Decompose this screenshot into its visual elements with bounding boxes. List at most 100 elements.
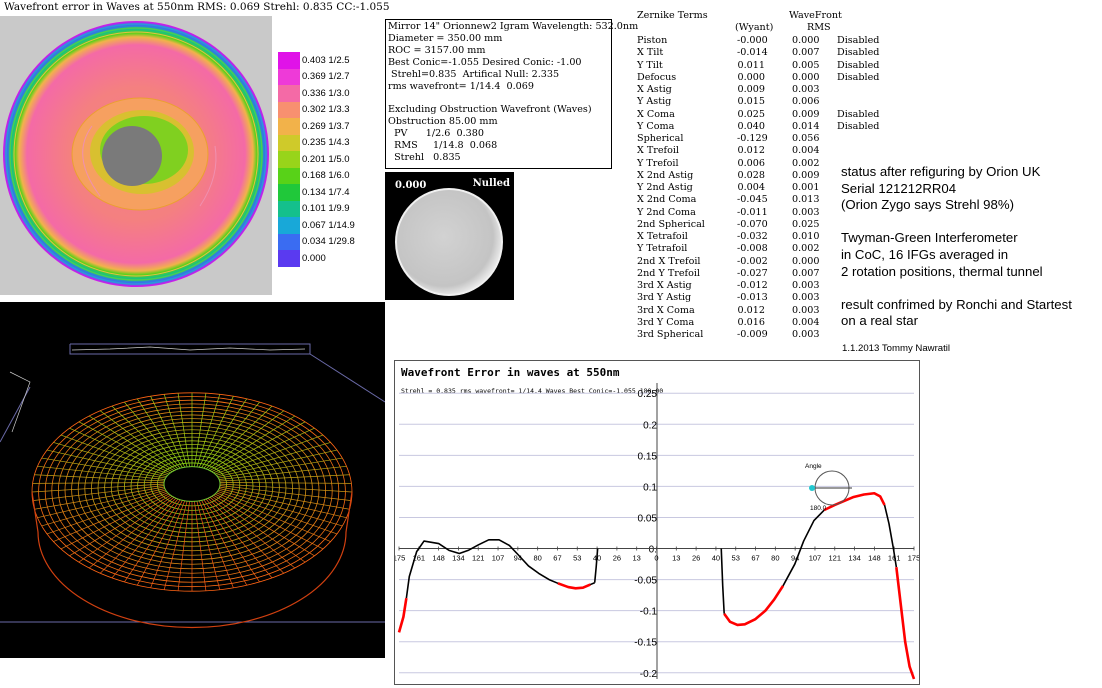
profile-series-line bbox=[720, 548, 725, 614]
mesh-spoke bbox=[53, 442, 168, 476]
wavefront-profile-graph[interactable]: Wavefront Error in waves at 550nm Strehl … bbox=[393, 360, 921, 685]
mesh-spoke bbox=[211, 421, 306, 473]
info-line: RMS 1/14.8 0.068 bbox=[388, 140, 498, 152]
scale-label: 0.034 1/29.8 bbox=[302, 236, 355, 248]
mesh-spoke bbox=[218, 457, 343, 479]
info-line: Diameter = 350.00 mm bbox=[388, 32, 503, 44]
nulled-mirror-image bbox=[395, 188, 503, 296]
zernike-term-name: X Tetrafoil bbox=[637, 231, 688, 242]
mesh-spoke bbox=[111, 498, 179, 579]
mesh-spoke bbox=[213, 427, 315, 474]
profile-graph-canvas: Wavefront Error in waves at 550nm Strehl … bbox=[393, 366, 921, 680]
mesh-spoke bbox=[218, 488, 347, 519]
zernike-term-name: Y Tilt bbox=[637, 59, 663, 71]
mesh-spoke bbox=[100, 410, 177, 471]
zernike-wyant-value: -0.009 bbox=[737, 329, 768, 340]
mesh-spoke bbox=[150, 500, 186, 588]
chart-subtitle: Strehl = 0.835 rms wavefront= 1/14.4 Wav… bbox=[401, 387, 663, 395]
zernike-rms-value: 0.010 bbox=[792, 231, 820, 242]
angle-widget-handle bbox=[809, 485, 815, 491]
profile-series-line bbox=[782, 509, 825, 587]
x-tick-label: 67 bbox=[751, 554, 759, 563]
zernike-rms-value: 0.003 bbox=[792, 304, 820, 316]
contour-line bbox=[9, 27, 263, 281]
scale-label: 0.369 1/2.7 bbox=[302, 71, 350, 83]
zernike-wyant-value: 0.015 bbox=[737, 96, 765, 108]
angle-widget-value: 180.0 bbox=[810, 505, 827, 512]
x-tick-label: 0 bbox=[654, 554, 658, 563]
scale-row: 0.235 1/4.3 bbox=[278, 134, 350, 151]
mesh-spoke bbox=[60, 493, 170, 550]
mesh-spoke bbox=[207, 497, 285, 574]
wavefront-contour-map[interactable] bbox=[0, 16, 272, 295]
mesh-spoke bbox=[46, 449, 167, 478]
zernike-header-name: Zernike Terms bbox=[637, 10, 708, 21]
mesh-spoke bbox=[194, 393, 207, 467]
x-tick-label: 121 bbox=[829, 554, 842, 563]
nulled-label: Nulled bbox=[472, 178, 510, 189]
y-tick-label: 0.05 bbox=[638, 513, 658, 524]
mesh-rim bbox=[31, 491, 353, 629]
x-tick-label: 161 bbox=[413, 554, 426, 563]
mesh-spoke bbox=[219, 465, 347, 480]
mesh-spoke bbox=[209, 415, 296, 471]
mesh-spoke bbox=[34, 486, 165, 510]
scale-label: 0.134 1/7.4 bbox=[302, 186, 350, 198]
scale-label: 0.101 1/9.9 bbox=[302, 203, 350, 215]
zernike-rms-value: 0.003 bbox=[792, 329, 820, 340]
zernike-wyant-value: -0.045 bbox=[737, 194, 768, 206]
x-tick-label: 148 bbox=[432, 554, 445, 563]
zernike-rms-value: 0.009 bbox=[792, 169, 820, 181]
mesh-spoke bbox=[124, 499, 181, 583]
mesh-spoke bbox=[69, 427, 171, 474]
scale-row: 0.168 1/6.0 bbox=[278, 167, 350, 184]
scale-row: 0.000 bbox=[278, 250, 326, 267]
scale-row: 0.134 1/7.4 bbox=[278, 184, 350, 201]
contour-line bbox=[199, 145, 217, 207]
zernike-wyant-value: 0.040 bbox=[737, 120, 765, 132]
mesh-spoke bbox=[219, 486, 350, 510]
zernike-wyant-value: 0.012 bbox=[737, 304, 765, 316]
scale-swatch bbox=[278, 250, 300, 267]
mesh-spoke bbox=[41, 489, 166, 527]
mesh-spoke bbox=[219, 485, 352, 501]
mesh-spoke bbox=[196, 394, 221, 468]
scale-row: 0.336 1/3.0 bbox=[278, 85, 350, 102]
mesh-spoke bbox=[214, 434, 324, 475]
zernike-wyant-value: -0.014 bbox=[737, 47, 768, 59]
zernike-wyant-value: 0.028 bbox=[737, 169, 765, 181]
zernike-term-name: 2nd Spherical bbox=[637, 218, 705, 230]
mesh-spoke bbox=[203, 499, 260, 583]
zernike-header-wavefront: WaveFront bbox=[789, 10, 842, 21]
scale-row: 0.369 1/2.7 bbox=[278, 68, 350, 85]
nulled-igram-preview[interactable]: 0.000 Nulled bbox=[385, 172, 514, 300]
contour-map-canvas bbox=[3, 21, 269, 287]
mesh-spoke bbox=[201, 398, 248, 468]
zernike-rms-value: 0.014 bbox=[792, 120, 820, 132]
mesh-spoke bbox=[211, 495, 306, 563]
credit-line: 1.1.2013 Tommy Nawratil bbox=[842, 343, 951, 354]
mesh-spoke bbox=[31, 483, 165, 493]
x-tick-label: 175 bbox=[908, 554, 919, 563]
zernike-wyant-value: 0.006 bbox=[737, 157, 765, 169]
mesh-spoke bbox=[32, 482, 165, 484]
scale-label: 0.168 1/6.0 bbox=[302, 170, 350, 182]
y-tick-label: -0.1 bbox=[640, 607, 658, 618]
zernike-rms-value: 0.000 bbox=[792, 255, 820, 267]
x-tick-label: 26 bbox=[692, 554, 700, 563]
profile-series-line bbox=[883, 504, 898, 568]
profile-series-line bbox=[557, 582, 591, 590]
mesh-spoke bbox=[32, 485, 165, 501]
x-tick-label: 148 bbox=[868, 554, 881, 563]
mesh-spoke bbox=[111, 405, 179, 470]
mesh-spoke bbox=[41, 457, 166, 479]
mesh-spoke bbox=[37, 465, 165, 480]
x-tick-label: 67 bbox=[553, 554, 561, 563]
wavefront-3d-plot[interactable] bbox=[0, 302, 386, 658]
scale-label: 0.201 1/5.0 bbox=[302, 153, 350, 165]
mesh-spoke bbox=[78, 495, 173, 563]
scale-swatch bbox=[278, 134, 300, 151]
mesh-spoke bbox=[217, 449, 338, 478]
info-line: Excluding Obstruction Wavefront (Waves) bbox=[388, 104, 592, 116]
zernike-term-name: Y 2nd Astig bbox=[637, 182, 693, 193]
